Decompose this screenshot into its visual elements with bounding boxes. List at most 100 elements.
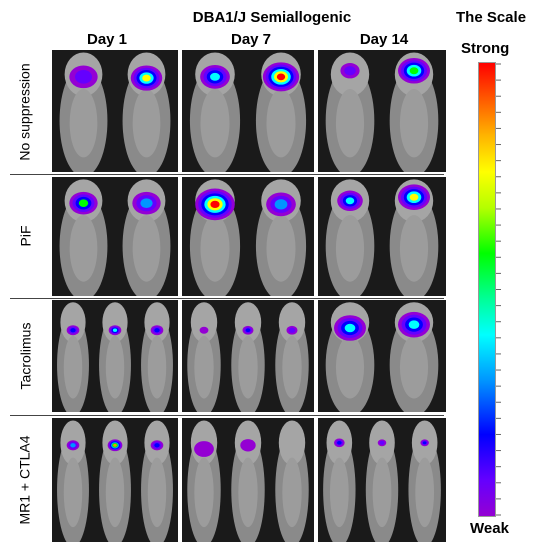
- scale-high-label: Strong: [461, 40, 510, 57]
- imaging-panel-graphic: [187, 420, 309, 542]
- bioluminescence-signal: [345, 197, 355, 205]
- imaging-panel: [318, 300, 446, 412]
- mouse-fur-shade: [63, 335, 83, 399]
- mouse-fur-shade: [399, 215, 429, 282]
- bioluminescence-signal: [245, 328, 251, 333]
- row-divider: [10, 174, 444, 175]
- bioluminescence-signal: [70, 443, 76, 448]
- mouse-fur-shade: [282, 457, 302, 528]
- imaging-panel: [318, 418, 446, 542]
- imaging-panel: [52, 50, 178, 172]
- mouse-fur-shade: [194, 457, 214, 528]
- imaging-panel-graphic: [323, 420, 441, 542]
- scale-title: The Scale: [456, 9, 527, 26]
- bioluminescence-signal: [154, 443, 160, 448]
- mouse-fur-shade: [147, 335, 167, 399]
- mouse-fur-shade: [132, 89, 161, 158]
- mouse-fur-shade: [105, 335, 125, 399]
- mouse-fur-shade: [147, 457, 167, 528]
- imaging-panel: [52, 177, 178, 296]
- bioluminescence-signal: [379, 440, 385, 445]
- mouse-fur-shade: [63, 457, 83, 528]
- imaging-panel: [52, 418, 178, 542]
- bioluminescence-signal: [142, 74, 151, 82]
- bioluminescence-signal: [112, 328, 118, 332]
- row-label-wrap-1: PiF: [0, 176, 50, 296]
- bioluminescence-signal: [409, 67, 419, 75]
- scale-ticks: [496, 63, 501, 516]
- row-divider: [10, 415, 444, 416]
- imaging-panel: [182, 300, 314, 412]
- imaging-panel: [318, 50, 446, 172]
- row-label-pif: PiF: [17, 225, 33, 247]
- bioluminescence-signal: [74, 70, 93, 84]
- mouse-fur-shade: [282, 335, 302, 399]
- mouse-fur-shade: [335, 89, 365, 158]
- bioluminescence-signal: [70, 328, 76, 333]
- row-label-tacrolimus: Tacrolimus: [17, 322, 33, 390]
- imaging-panel: [318, 177, 446, 296]
- figure-title: DBA1/J Semiallogenic: [192, 9, 352, 26]
- row-label-mr1-ctla4: MR1 + CTLA4: [17, 435, 33, 525]
- mouse-head: [144, 302, 170, 343]
- row-divider: [10, 298, 444, 299]
- bioluminescence-signal: [422, 441, 427, 445]
- bioluminescence-signal: [194, 441, 214, 457]
- mouse-fur-shade: [132, 215, 161, 282]
- imaging-panel-graphic: [187, 302, 309, 412]
- imaging-panel-graphic: [189, 52, 307, 172]
- bioluminescence-signal: [274, 199, 288, 210]
- imaging-panel-graphic: [325, 179, 439, 296]
- mouse-fur-shade: [200, 89, 230, 158]
- mouse-fur-shade: [372, 457, 392, 528]
- imaging-panel: [182, 177, 314, 296]
- row-label-wrap-2: Tacrolimus: [0, 300, 50, 412]
- imaging-panel-graphic: [189, 179, 307, 296]
- bioluminescence-signal: [140, 198, 153, 209]
- mouse-fur-shade: [200, 215, 230, 282]
- day-label-14: Day 14: [359, 31, 409, 48]
- mouse-fur-shade: [335, 335, 365, 399]
- mouse-head: [278, 302, 306, 343]
- mouse-head: [60, 302, 86, 343]
- mouse-head: [278, 420, 306, 466]
- scale-low-label: Weak: [470, 520, 509, 537]
- bioluminescence-signal: [344, 66, 356, 76]
- row-label-wrap-0: No suppression: [0, 52, 50, 172]
- mouse-fur-shade: [266, 89, 296, 158]
- imaging-panel: [182, 50, 314, 172]
- imaging-panel: [52, 300, 178, 412]
- mouse-head: [102, 302, 128, 343]
- bioluminescence-signal: [243, 441, 253, 449]
- mouse-fur-shade: [415, 457, 435, 528]
- imaging-panel-graphic: [59, 52, 171, 172]
- mouse-fur-shade: [238, 457, 258, 528]
- mouse-fur-shade: [105, 457, 125, 528]
- mouse-fur-shade: [329, 457, 349, 528]
- bioluminescence-signal: [276, 73, 286, 81]
- imaging-panel-graphic: [325, 52, 439, 172]
- mouse-fur-shade: [335, 215, 365, 282]
- mouse-fur-shade: [399, 89, 429, 158]
- imaging-panel-graphic: [57, 420, 173, 542]
- intensity-color-scale-bar: [478, 62, 496, 517]
- bioluminescence-signal: [337, 440, 342, 445]
- mouse-head: [190, 302, 218, 343]
- imaging-panel: [182, 418, 314, 542]
- bioluminescence-signal: [344, 323, 356, 333]
- mouse-fur-shade: [238, 335, 258, 399]
- bioluminescence-signal: [288, 327, 296, 333]
- row-label-wrap-3: MR1 + CTLA4: [0, 418, 50, 542]
- mouse-fur-shade: [266, 215, 296, 282]
- bioluminescence-signal: [78, 199, 89, 207]
- day-label-7: Day 7: [230, 31, 272, 48]
- bioluminescence-signal: [154, 328, 160, 333]
- imaging-panel-graphic: [325, 302, 439, 412]
- mouse-fur-shade: [194, 335, 214, 399]
- bioluminescence-signal: [210, 72, 220, 81]
- mouse-fur-shade: [69, 89, 98, 158]
- mouse-fur-shade: [69, 215, 98, 282]
- bioluminescence-signal: [409, 193, 419, 201]
- imaging-panel-graphic: [59, 179, 171, 296]
- row-label-no-suppression: No suppression: [17, 63, 33, 161]
